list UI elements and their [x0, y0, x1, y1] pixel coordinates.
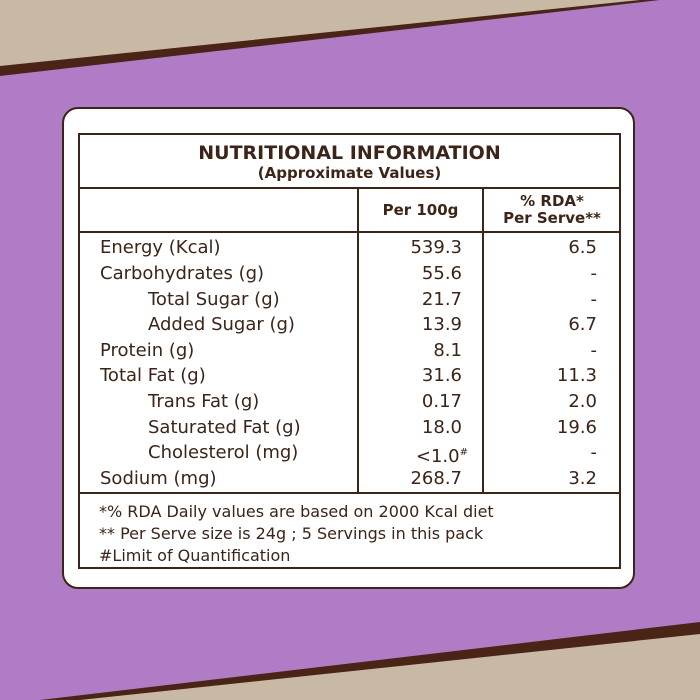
rda: 3.2 [568, 468, 597, 489]
top-edge [0, 0, 660, 76]
rule [78, 231, 621, 233]
border [78, 133, 621, 135]
rule [78, 492, 621, 494]
rda: 19.6 [556, 417, 597, 438]
nutrient: Total Fat (g) [100, 365, 206, 386]
footnote-mark: # [459, 447, 468, 458]
rda: 2.0 [568, 391, 597, 412]
per-100g: 13.9 [421, 314, 462, 335]
rda: - [590, 340, 598, 361]
per-100g: 539.3 [410, 237, 462, 258]
rda: - [590, 263, 598, 284]
nutrient: Protein (g) [100, 340, 195, 361]
nutrient: Energy (Kcal) [100, 237, 221, 258]
header: NUTRITIONAL INFORMATION (Approximate Val… [78, 140, 621, 186]
row: Total Sugar (g) 21.7 - [100, 287, 600, 313]
border [619, 133, 621, 569]
rda: 6.7 [568, 314, 597, 335]
column-rule [357, 187, 359, 493]
row: Protein (g) 8.1 - [100, 338, 600, 364]
per-100g: <1.0# [416, 440, 468, 470]
column-header: Per 100g [382, 201, 459, 219]
border [78, 567, 621, 569]
column-rule [482, 187, 484, 493]
footnote: *% RDA Daily values are based on 2000 Kc… [99, 502, 494, 521]
column-header: % RDA* Per Serve** [484, 193, 620, 227]
per-100g: 21.7 [421, 289, 462, 310]
row: Carbohydrates (g) 55.6 - [100, 261, 600, 287]
nutrient: Added Sugar (g) [148, 314, 295, 335]
rda: - [590, 442, 598, 463]
row: Trans Fat (g) 0.17 2.0 [100, 389, 600, 415]
footnote: ** Per Serve size is 24g ; 5 Servings in… [99, 524, 484, 543]
per-100g: 0.17 [421, 391, 462, 412]
rda: - [590, 289, 598, 310]
row: Cholesterol (mg) <1.0# - [100, 440, 600, 467]
subtitle: (Approximate Values) [257, 164, 442, 182]
row: Total Fat (g) 31.6 11.3 [100, 363, 600, 389]
bottom-edge [40, 622, 700, 700]
per-100g: 18.0 [421, 417, 462, 438]
nutrient: Sodium (mg) [100, 468, 217, 489]
per-100g: 8.1 [433, 340, 462, 361]
row: Saturated Fat (g) 18.0 19.6 [100, 415, 600, 441]
nutrient: Trans Fat (g) [148, 391, 260, 412]
title: NUTRITIONAL INFORMATION [198, 142, 501, 164]
nutrient: Total Sugar (g) [148, 289, 280, 310]
nutrient: Carbohydrates (g) [100, 263, 265, 284]
column-header-line: % RDA* [520, 192, 584, 210]
nutrient: Saturated Fat (g) [148, 417, 301, 438]
column-header-line: Per Serve** [503, 209, 601, 227]
row: Sodium (mg) 268.7 3.2 [100, 466, 600, 492]
per-100g: 31.6 [421, 365, 462, 386]
rule [78, 187, 621, 189]
per-100g: 55.6 [421, 263, 462, 284]
row: Energy (Kcal) 539.3 6.5 [100, 235, 600, 261]
row: Added Sugar (g) 13.9 6.7 [100, 312, 600, 338]
rda: 11.3 [556, 365, 597, 386]
value: <1.0 [415, 446, 460, 467]
rda: 6.5 [568, 237, 597, 258]
per-100g: 268.7 [410, 468, 462, 489]
border [78, 133, 80, 569]
nutrient: Cholesterol (mg) [148, 442, 299, 463]
footnote: #Limit of Quantification [99, 546, 291, 565]
